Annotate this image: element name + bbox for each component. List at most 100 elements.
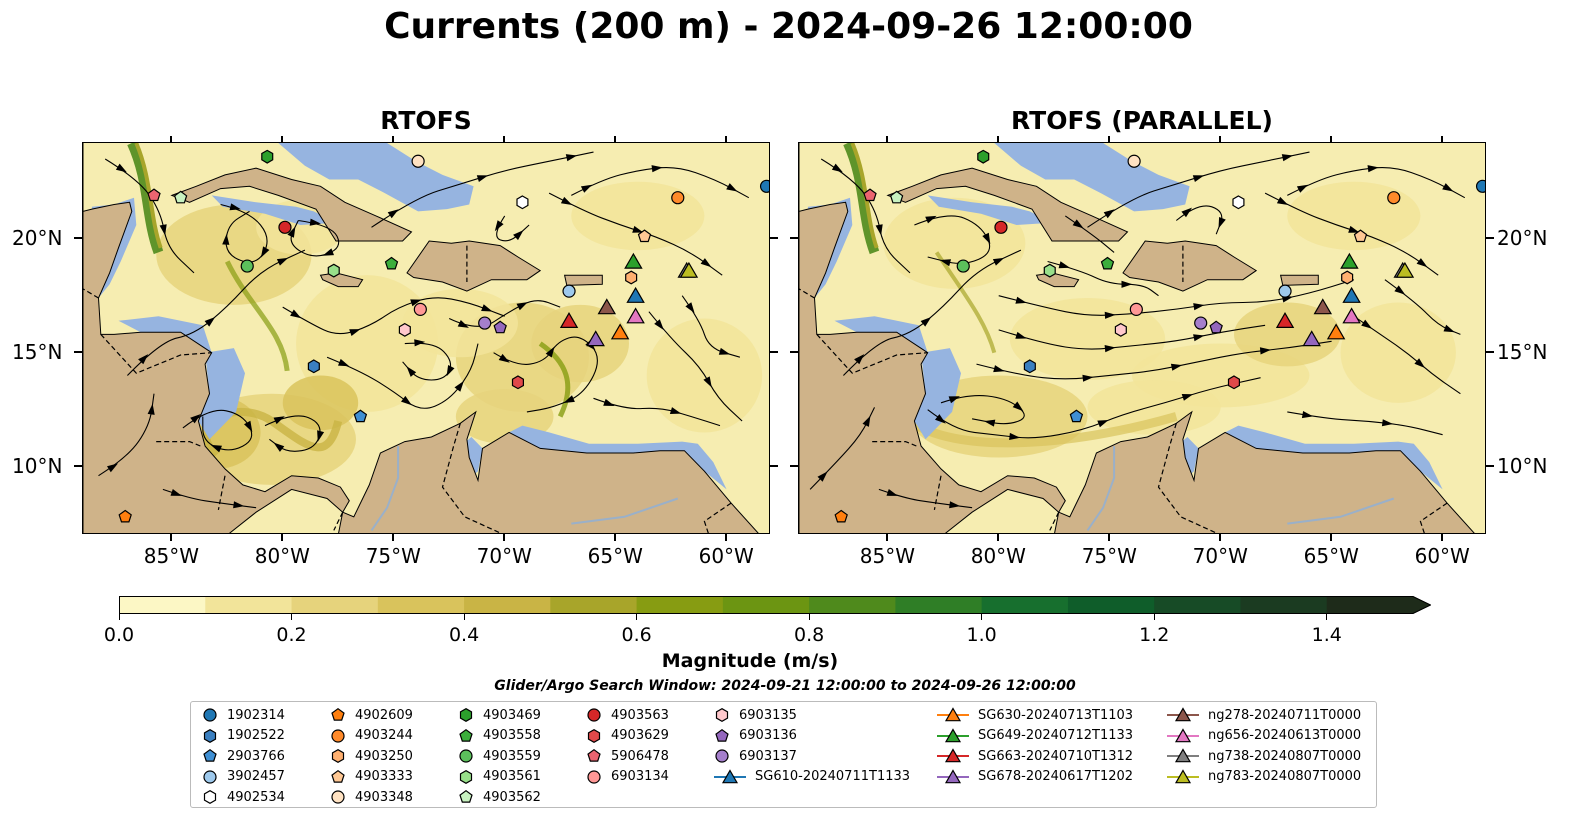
- argo-float-marker[interactable]: [637, 229, 652, 243]
- argo-float-marker[interactable]: [1129, 302, 1143, 316]
- argo-float-marker[interactable]: [625, 270, 638, 285]
- glider-marker[interactable]: [597, 298, 617, 315]
- argo-float-marker[interactable]: [511, 375, 524, 390]
- argo-float-marker[interactable]: [261, 149, 274, 164]
- legend-label: ng783-20240807T0000: [1208, 769, 1362, 784]
- argo-float-marker[interactable]: [977, 149, 990, 164]
- argo-float-marker[interactable]: [411, 154, 425, 168]
- map-panel-rtofs-parallel[interactable]: [798, 142, 1486, 534]
- argo-float-marker[interactable]: [1114, 322, 1127, 337]
- argo-float-marker[interactable]: [562, 284, 576, 298]
- argo-float-marker[interactable]: [1023, 359, 1036, 374]
- legend-label: 4903629: [611, 728, 669, 743]
- argo-float-marker[interactable]: [413, 302, 427, 316]
- argo-float-marker[interactable]: [173, 190, 188, 204]
- map-panel-rtofs[interactable]: [82, 142, 770, 534]
- legend-entry: 3902457: [201, 767, 285, 787]
- circle-icon: [715, 749, 729, 763]
- legend: 1902314 1902522 2903766 3902457 4902534 49026…: [190, 701, 1377, 808]
- argo-float-marker[interactable]: [1353, 229, 1368, 243]
- glider-marker[interactable]: [626, 286, 645, 303]
- colorbar-tick-label: 1.4: [1311, 624, 1342, 646]
- argo-float-marker[interactable]: [278, 220, 292, 234]
- argo-float-marker[interactable]: [384, 256, 399, 270]
- glider-marker[interactable]: [1340, 252, 1359, 269]
- argo-float-marker[interactable]: [240, 259, 254, 273]
- glider-marker[interactable]: [624, 252, 643, 269]
- glider-marker[interactable]: [679, 261, 699, 278]
- triangle-icon: [1167, 768, 1199, 783]
- argo-float-marker[interactable]: [398, 322, 411, 337]
- hexagon-icon: [203, 728, 217, 743]
- argo-float-marker[interactable]: [863, 188, 877, 202]
- legend-label: 4903561: [483, 769, 541, 784]
- lon-tick-label: 75°W: [365, 544, 421, 568]
- colorbar-segment: [1067, 596, 1155, 614]
- argo-float-marker[interactable]: [1100, 256, 1115, 270]
- legend-entry: SG630-20240713T1103: [936, 705, 1133, 725]
- legend-label: 4903469: [483, 707, 541, 723]
- glider-marker[interactable]: [1275, 311, 1295, 328]
- legend-entry: 4903333: [329, 767, 413, 787]
- colorbar: [119, 596, 1431, 614]
- argo-float-marker[interactable]: [118, 509, 132, 523]
- argo-float-marker[interactable]: [516, 195, 529, 210]
- argo-float-marker[interactable]: [889, 190, 904, 204]
- figure-title: Currents (200 m) - 2024-09-26 12:00:00: [384, 6, 1193, 47]
- argo-float-marker[interactable]: [1194, 316, 1208, 330]
- argo-float-marker[interactable]: [759, 179, 770, 193]
- glider-marker[interactable]: [1313, 298, 1333, 315]
- legend-label: 3902457: [227, 769, 285, 784]
- argo-float-marker[interactable]: [307, 359, 320, 374]
- circle-icon: [203, 769, 217, 784]
- glider-marker[interactable]: [1342, 286, 1361, 303]
- legend-entry: ng783-20240807T0000: [1166, 767, 1361, 787]
- legend-label: 4903559: [483, 748, 541, 764]
- glider-marker[interactable]: [1342, 307, 1361, 324]
- colorbar-segment: [1326, 596, 1414, 614]
- argo-float-marker[interactable]: [1069, 409, 1084, 423]
- lon-tick-label: 85°W: [859, 544, 915, 568]
- lon-tick-label: 65°W: [587, 544, 643, 568]
- argo-float-marker[interactable]: [1209, 320, 1223, 334]
- glider-marker[interactable]: [586, 330, 605, 347]
- hexagon-icon: [459, 708, 473, 722]
- legend-label: 6903135: [739, 707, 797, 723]
- legend-label: 5906478: [611, 748, 669, 764]
- argo-float-marker[interactable]: [493, 320, 507, 334]
- argo-float-marker[interactable]: [994, 220, 1008, 234]
- legend-entry: 4903348: [329, 787, 413, 807]
- pentagon-icon: [331, 707, 345, 721]
- argo-float-marker[interactable]: [671, 191, 685, 205]
- argo-float-marker[interactable]: [1043, 263, 1056, 278]
- glider-marker[interactable]: [1326, 323, 1346, 340]
- argo-float-marker[interactable]: [147, 188, 161, 202]
- argo-float-marker[interactable]: [1475, 179, 1486, 193]
- argo-float-marker[interactable]: [1341, 270, 1354, 285]
- glider-marker[interactable]: [559, 311, 579, 328]
- legend-entry: 1902314: [201, 705, 285, 725]
- glider-marker[interactable]: [1395, 261, 1415, 278]
- argo-float-marker[interactable]: [1227, 375, 1240, 390]
- argo-float-marker[interactable]: [327, 263, 340, 278]
- glider-marker[interactable]: [1302, 330, 1321, 347]
- map-canvas-right: [799, 143, 1486, 533]
- legend-entry: SG663-20240710T1312: [936, 746, 1133, 766]
- panel-title-right: RTOFS (PARALLEL): [1011, 106, 1273, 135]
- argo-float-marker[interactable]: [1278, 284, 1292, 298]
- glider-marker[interactable]: [610, 323, 630, 340]
- argo-float-marker[interactable]: [353, 409, 368, 423]
- argo-float-marker[interactable]: [1127, 154, 1141, 168]
- glider-marker[interactable]: [626, 307, 645, 324]
- argo-float-marker[interactable]: [478, 316, 492, 330]
- circle-icon: [587, 708, 601, 722]
- argo-float-marker[interactable]: [1232, 195, 1245, 210]
- legend-entry: 1902522: [201, 726, 285, 746]
- colorbar-segment: [722, 596, 810, 614]
- legend-entry: 4903469: [457, 705, 541, 725]
- argo-float-marker[interactable]: [1387, 191, 1401, 205]
- colorbar-segment: [636, 596, 724, 614]
- argo-float-marker[interactable]: [834, 509, 848, 523]
- legend-entry: 4902609: [329, 705, 413, 725]
- argo-float-marker[interactable]: [956, 259, 970, 273]
